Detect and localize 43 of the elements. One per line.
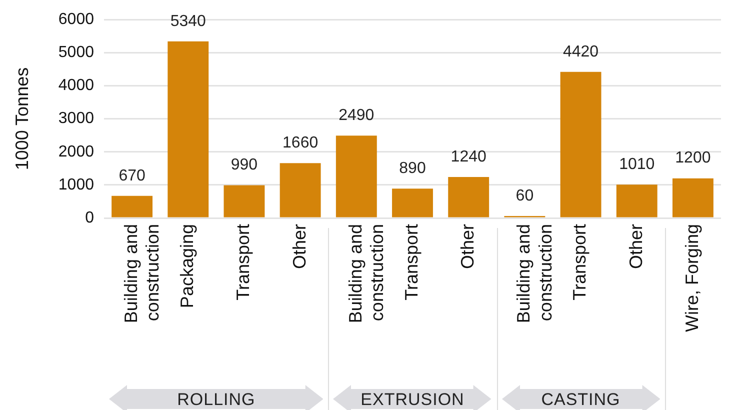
data-label: 1660 xyxy=(282,134,318,152)
x-tick-label: Wire, Forging xyxy=(682,224,702,332)
y-axis-title: 1000 Tonnes xyxy=(12,67,32,170)
x-tick-label: Other xyxy=(458,224,478,270)
bar xyxy=(280,163,321,218)
y-tick-label: 6000 xyxy=(58,11,94,28)
x-tick-label: Building and construction xyxy=(345,224,387,324)
y-tick-label: 3000 xyxy=(58,110,94,128)
x-tick-label: Transport xyxy=(570,224,590,300)
bar xyxy=(224,185,265,218)
x-tick-label: Other xyxy=(289,224,310,270)
data-label: 5340 xyxy=(170,12,206,30)
x-tick-label: Transport xyxy=(233,224,254,300)
text: CASTING xyxy=(540,389,622,410)
bar xyxy=(168,41,209,218)
data-label: 990 xyxy=(230,156,258,174)
y-tick-label: 0 xyxy=(85,209,94,226)
x-tick-label: Other xyxy=(626,224,646,270)
text: EXTRUSION xyxy=(360,389,466,410)
data-label: 60 xyxy=(516,187,534,204)
data-label: 1010 xyxy=(619,156,655,174)
data-label: 890 xyxy=(399,160,426,177)
data-label: 1240 xyxy=(450,148,486,166)
bar xyxy=(448,177,490,218)
y-tick-label: 2000 xyxy=(58,143,94,160)
x-tick-label: Packaging xyxy=(177,224,198,308)
y-tick-label: 1000 xyxy=(58,176,94,194)
data-label: 2490 xyxy=(338,107,374,124)
data-label: 1200 xyxy=(675,150,711,167)
text: ROLLING xyxy=(176,389,256,410)
bar xyxy=(672,178,714,218)
y-tick-label: 4000 xyxy=(58,77,94,94)
x-tick-label: Building and construction xyxy=(121,224,163,324)
bar xyxy=(112,196,153,218)
data-label: 670 xyxy=(118,167,146,184)
y-tick-label: 5000 xyxy=(58,44,94,62)
bar xyxy=(392,188,433,218)
bar xyxy=(616,184,658,218)
bar xyxy=(336,136,377,218)
x-tick-label: Transport xyxy=(401,224,422,300)
x-tick-label: Building and construction xyxy=(514,224,556,324)
bar xyxy=(560,72,602,218)
data-label: 4420 xyxy=(562,43,599,60)
